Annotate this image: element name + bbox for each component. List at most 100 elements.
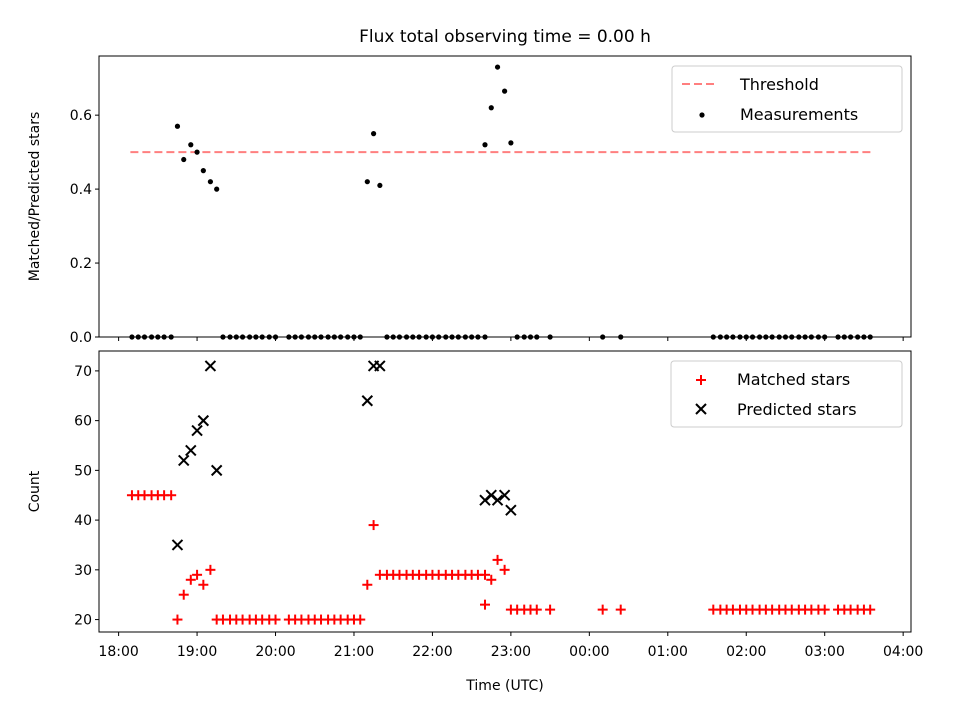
x-tick-label: 00:00	[569, 644, 609, 660]
x-diag-2	[361, 395, 374, 407]
x-diag-2	[185, 444, 197, 457]
matched-star-point	[531, 604, 542, 615]
y-tick-label: 40	[74, 513, 92, 529]
measurement-point	[488, 105, 494, 111]
legend: Threshold Measurements	[671, 65, 903, 133]
measurement-point	[861, 334, 867, 340]
predicted-star-point	[210, 464, 223, 477]
matched-star-point	[198, 579, 209, 590]
measurement-point	[325, 334, 331, 340]
measurement-point	[462, 334, 468, 340]
matched-star-point	[865, 604, 876, 615]
legend-measurements-label: Measurements	[740, 105, 858, 124]
measurement-point	[423, 334, 429, 340]
predicted-star-point	[197, 414, 210, 427]
matched-star-point	[178, 589, 189, 600]
measurement-point	[436, 334, 442, 340]
measurement-point	[763, 334, 769, 340]
y-tick-label: 70	[74, 364, 92, 380]
measurement-point	[802, 334, 808, 340]
measurement-point	[429, 334, 436, 340]
legend-predicted-swatch-2	[695, 403, 707, 415]
measurement-point	[384, 334, 390, 340]
measurement-point	[867, 334, 873, 340]
matched-star-point	[185, 574, 196, 585]
measurement-point	[377, 182, 383, 189]
x-diag-2	[191, 424, 203, 437]
x-diag-2	[485, 489, 497, 501]
measurement-point	[338, 334, 344, 340]
x-diag-2	[204, 360, 217, 372]
matched-star-point	[486, 574, 497, 585]
measurement-point	[259, 334, 265, 340]
measurement-point	[469, 334, 475, 340]
predicted-star-point	[498, 489, 511, 501]
measurement-point	[200, 168, 206, 174]
legend-box	[671, 65, 903, 133]
x-diag-2	[171, 539, 184, 551]
y-tick-label: 60	[74, 414, 92, 430]
x-diag-2	[498, 489, 511, 501]
x-diag-2	[178, 454, 190, 467]
x-tick-label: 22:00	[412, 644, 452, 660]
measurement-point	[194, 149, 200, 155]
legend-box	[670, 360, 903, 428]
matched-star-point	[205, 564, 216, 575]
legend-predicted-label: Predicted stars	[737, 400, 857, 419]
measurement-point	[253, 334, 259, 340]
matched-star-point	[362, 579, 373, 590]
x-tick-label: 04:00	[883, 644, 923, 660]
measurement-point	[521, 334, 527, 340]
measurement-point	[455, 334, 461, 340]
measurement-point	[855, 334, 861, 340]
measurement-point	[737, 334, 743, 340]
x-tick-label: 03:00	[805, 644, 845, 660]
measurement-point	[345, 334, 351, 340]
measurement-point	[148, 334, 155, 340]
x-diag-2	[505, 504, 517, 516]
measurement-point	[710, 334, 716, 340]
measurement-point	[730, 334, 736, 340]
y-tick-label: 0.4	[70, 182, 92, 198]
measurement-point	[822, 334, 828, 340]
predicted-star-point	[178, 454, 190, 467]
matched-star-point	[166, 490, 177, 501]
x-tick-label: 01:00	[648, 644, 688, 660]
matched-star-point	[479, 569, 490, 580]
x-tick-label: 23:00	[491, 644, 531, 660]
measurement-point	[155, 334, 161, 340]
measurement-point	[502, 88, 508, 94]
measurement-point	[717, 334, 723, 340]
matched-star-point	[479, 599, 490, 610]
measurement-point	[357, 334, 363, 340]
legend-threshold-label: Threshold	[739, 75, 819, 94]
measurement-point	[214, 186, 220, 192]
matched-star-point	[615, 604, 626, 615]
measurement-point	[482, 142, 488, 148]
measurement-point	[220, 334, 226, 340]
predicted-star-point	[171, 539, 184, 551]
measurement-point	[181, 156, 187, 163]
y-axis-label: Count	[27, 470, 43, 512]
measurement-point	[841, 334, 847, 340]
measurement-point	[508, 140, 514, 146]
matched-star-point	[819, 604, 830, 615]
x-tick-label: 19:00	[177, 644, 217, 660]
x-axis-label: Time (UTC)	[465, 678, 543, 694]
measurement-point	[756, 334, 763, 340]
x-tick-label: 20:00	[255, 644, 295, 660]
measurement-point	[527, 334, 534, 340]
matched-star-point	[492, 554, 503, 565]
measurement-point	[161, 334, 167, 340]
matched-star-point	[192, 569, 203, 580]
measurement-point	[168, 334, 174, 340]
measurement-point	[514, 334, 520, 340]
matched-star-point	[597, 604, 608, 615]
matched-star-point	[368, 520, 379, 531]
chart-title: Flux total observing time = 0.00 h	[359, 27, 651, 47]
measurement-point	[743, 334, 749, 340]
measurement-point	[286, 334, 292, 340]
measurement-point	[724, 334, 730, 340]
measurement-point	[482, 334, 488, 340]
